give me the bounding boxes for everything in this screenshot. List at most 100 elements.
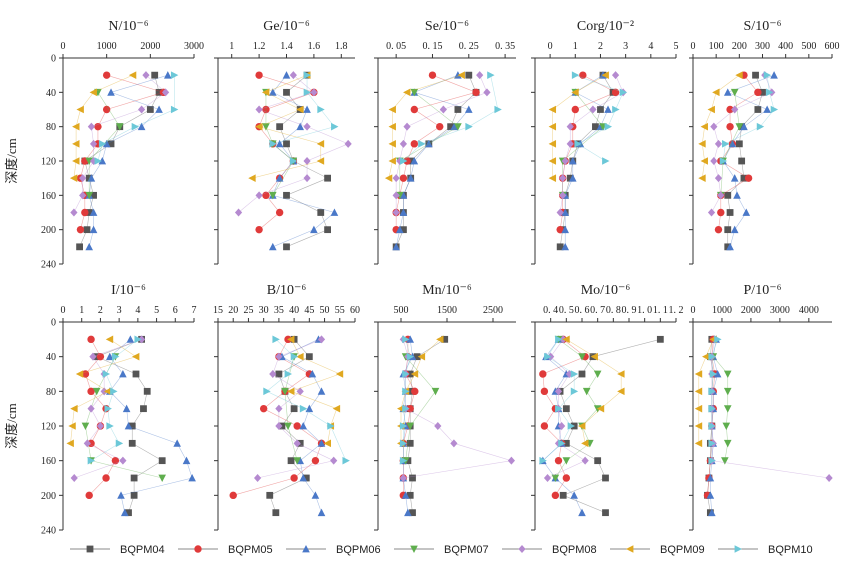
data-point bbox=[619, 88, 628, 97]
data-point bbox=[269, 140, 277, 148]
data-point bbox=[296, 105, 304, 114]
data-point bbox=[714, 225, 723, 234]
data-point bbox=[68, 422, 76, 430]
series-bqpm10 bbox=[400, 71, 502, 165]
data-point bbox=[342, 456, 350, 465]
series-bqpm05 bbox=[392, 71, 480, 234]
x-tick-label: 15 bbox=[213, 305, 223, 316]
y-tick-label: 0 bbox=[51, 54, 56, 65]
data-point bbox=[548, 122, 557, 131]
legend-label: BQPM06 bbox=[336, 544, 381, 556]
y-tick-label: 120 bbox=[41, 422, 56, 433]
data-point bbox=[700, 157, 708, 165]
series-line bbox=[238, 74, 349, 213]
data-point bbox=[90, 191, 97, 199]
data-point bbox=[142, 71, 150, 80]
series-line bbox=[97, 75, 175, 162]
data-point bbox=[617, 387, 625, 396]
data-point bbox=[447, 123, 455, 131]
data-point bbox=[332, 404, 341, 413]
data-point bbox=[457, 71, 465, 79]
data-point bbox=[87, 122, 95, 131]
data-point bbox=[561, 225, 570, 234]
data-point bbox=[134, 335, 142, 344]
series-bqpm09 bbox=[698, 71, 743, 182]
x-tick-label: 0 bbox=[548, 41, 553, 52]
data-point bbox=[740, 174, 748, 182]
data-point bbox=[454, 71, 462, 79]
x-tick-label: 55 bbox=[335, 305, 345, 316]
data-point bbox=[726, 105, 734, 114]
data-point bbox=[566, 122, 574, 131]
data-point bbox=[483, 88, 491, 97]
data-point bbox=[324, 226, 331, 234]
data-point bbox=[281, 387, 289, 396]
data-point bbox=[162, 88, 170, 97]
y-tick-label: 240 bbox=[41, 526, 56, 537]
data-point bbox=[694, 439, 703, 448]
panel-title: I/10⁻⁶ bbox=[111, 283, 146, 298]
series-bqpm10 bbox=[719, 71, 779, 165]
data-point bbox=[425, 139, 433, 148]
series-bqpm09 bbox=[384, 71, 465, 182]
data-point bbox=[543, 474, 552, 482]
legend-item-bqpm06: BQPM06 bbox=[286, 544, 381, 556]
x-tick-label: 1. 0 bbox=[637, 305, 652, 316]
panel-title: Mn/10⁻⁶ bbox=[422, 283, 472, 298]
data-point bbox=[740, 122, 748, 131]
x-tick-label: 1.6 bbox=[308, 41, 321, 52]
s-panel: S/10⁻⁶ 0 100 200 300 400 500 600 bbox=[689, 19, 840, 265]
data-point bbox=[388, 105, 396, 114]
x-tick-label: 2500 bbox=[483, 305, 503, 316]
data-point bbox=[579, 71, 587, 79]
x-tick-label: 4 bbox=[648, 41, 653, 52]
data-point bbox=[303, 105, 311, 113]
data-point bbox=[83, 226, 91, 234]
data-point bbox=[454, 123, 462, 131]
data-point bbox=[289, 157, 298, 165]
data-point bbox=[72, 122, 80, 131]
data-point bbox=[395, 225, 404, 234]
data-point bbox=[551, 491, 560, 500]
y-tick-label: 40 bbox=[46, 88, 56, 99]
legend-item-bqpm05: BQPM05 bbox=[178, 544, 273, 556]
data-point bbox=[70, 404, 78, 413]
legend-marker bbox=[302, 545, 310, 553]
data-point bbox=[275, 422, 283, 430]
series-bqpm10 bbox=[399, 335, 415, 465]
legend-marker bbox=[518, 545, 526, 553]
series-line bbox=[542, 339, 575, 461]
data-point bbox=[66, 439, 74, 448]
data-point bbox=[406, 352, 415, 361]
y-axis-label: 深度/cm bbox=[4, 403, 19, 449]
data-point bbox=[323, 439, 331, 448]
legend-label: BQPM07 bbox=[444, 544, 489, 556]
data-point bbox=[283, 191, 290, 199]
data-point bbox=[574, 140, 582, 148]
data-point bbox=[283, 88, 290, 96]
data-point bbox=[728, 139, 737, 148]
y-tick-label: 200 bbox=[41, 491, 56, 502]
data-point bbox=[124, 422, 133, 430]
series-bqpm08 bbox=[234, 71, 352, 217]
se-panel: Se/10⁻⁶ 0. 05 0. 15 0. 25 0. 35 bbox=[374, 19, 516, 265]
data-point bbox=[571, 71, 580, 79]
data-point bbox=[766, 88, 774, 97]
data-point bbox=[694, 370, 703, 378]
data-point bbox=[694, 404, 703, 413]
data-point bbox=[392, 242, 400, 251]
b-panel: B/10⁻⁶ 15 20 25 30 35 40 45 50 55 60 bbox=[213, 283, 360, 531]
panel-title: Se/10⁻⁶ bbox=[425, 19, 469, 34]
data-point bbox=[94, 122, 102, 131]
data-point bbox=[709, 370, 718, 378]
data-point bbox=[708, 404, 716, 413]
x-tick-label: 500 bbox=[801, 41, 816, 52]
data-point bbox=[561, 208, 570, 216]
data-point bbox=[89, 352, 97, 361]
data-point bbox=[406, 491, 414, 499]
x-tick-label: 400 bbox=[778, 41, 793, 52]
x-tick-label: 2 bbox=[98, 305, 103, 316]
data-point bbox=[70, 474, 78, 482]
series-bqpm07 bbox=[709, 353, 732, 465]
data-point bbox=[562, 457, 571, 465]
